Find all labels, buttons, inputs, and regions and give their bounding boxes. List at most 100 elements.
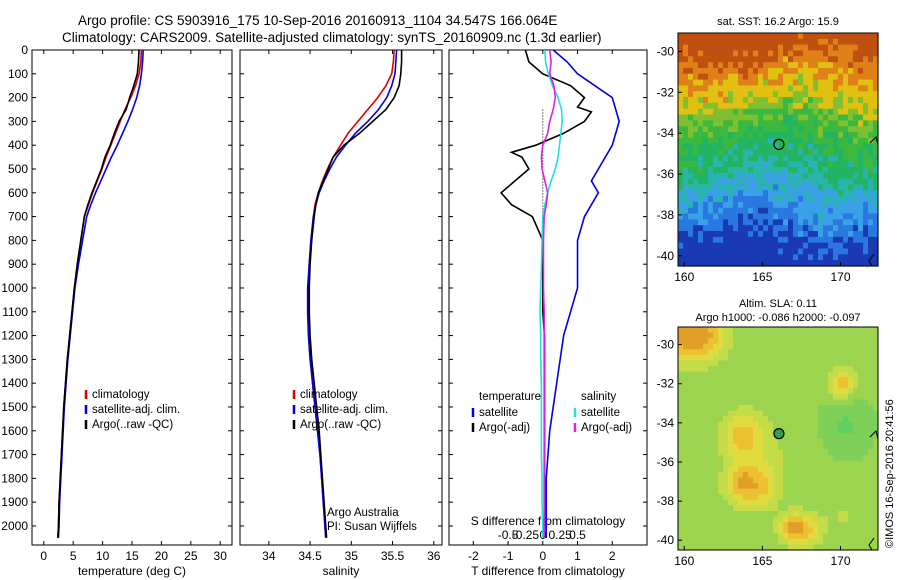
map-cell [763, 108, 769, 116]
map-cell [813, 260, 819, 267]
map-cell [808, 533, 814, 540]
map-cell [708, 50, 714, 57]
map-cell [688, 516, 694, 523]
map-cell [818, 349, 824, 356]
map-cell [753, 377, 759, 384]
x-tick-label: 10 [96, 549, 110, 563]
map-cell [688, 254, 694, 261]
map-cell [788, 499, 794, 506]
map-cell [783, 236, 789, 244]
map-cell [688, 62, 694, 69]
map-cell [803, 349, 809, 356]
map-cell [698, 161, 704, 168]
map-cell [703, 405, 709, 412]
map-cell [693, 388, 699, 395]
map-cell [843, 516, 849, 523]
map-cell [693, 405, 699, 412]
map-cell [683, 477, 689, 484]
map-cell [753, 97, 759, 104]
map-cell [798, 377, 804, 384]
map-cell [778, 360, 784, 367]
map-cell [683, 132, 689, 139]
map-cell [843, 184, 849, 191]
map-cell [833, 85, 839, 92]
map-cell [748, 382, 754, 389]
map-cell [768, 236, 774, 244]
map-cell [733, 527, 739, 534]
map-cell [763, 38, 769, 46]
map-cell [843, 161, 849, 168]
map-cell [808, 488, 814, 495]
map-cell [843, 67, 849, 75]
map-cell [833, 196, 839, 203]
map-cell [868, 510, 874, 518]
map-cell [703, 410, 709, 417]
map-cell [868, 137, 874, 145]
map-cell [793, 432, 799, 440]
map-cell [833, 213, 839, 220]
map-cell [853, 190, 859, 197]
map-cell [693, 213, 699, 220]
map-cell [703, 166, 709, 174]
map-cell [828, 67, 834, 75]
map-cell [853, 494, 859, 501]
map-cell [848, 260, 854, 267]
map-cell [828, 73, 834, 81]
map-cell [708, 327, 714, 334]
map-cell [773, 161, 779, 168]
map-cell [858, 522, 864, 529]
map-cell [813, 427, 819, 434]
map-cell [693, 494, 699, 501]
map-cell [693, 410, 699, 417]
map-cell [743, 97, 749, 104]
map-cell [758, 477, 764, 484]
map-cell [758, 343, 764, 350]
map-cell [798, 438, 804, 445]
map-cell [778, 416, 784, 423]
map-cell [718, 432, 724, 440]
map-cell [683, 155, 689, 162]
map-cell [768, 522, 774, 529]
map-cell [868, 399, 874, 406]
map-cell [763, 44, 769, 52]
map-cell [828, 393, 834, 401]
map-cell [868, 161, 874, 168]
map-cell [758, 67, 764, 75]
map-cell [868, 166, 874, 174]
map-cell [778, 172, 784, 180]
map-cell [748, 190, 754, 197]
map-cell [773, 85, 779, 92]
map-cell [693, 544, 699, 551]
map-cell [808, 516, 814, 523]
map-cell [858, 91, 864, 98]
map-cell [703, 242, 709, 250]
map-cell [853, 338, 859, 345]
map-cell [698, 466, 704, 473]
map-cell [848, 190, 854, 197]
map-cell [873, 449, 879, 456]
map-cell [858, 499, 864, 506]
map-cell [773, 466, 779, 473]
map-cell [713, 421, 719, 428]
x-axis-label: salinity [323, 564, 360, 578]
map-cell [723, 137, 729, 145]
map-cell [848, 382, 854, 389]
map-cell [848, 254, 854, 261]
map-cell [748, 260, 754, 267]
map-cell [713, 143, 719, 151]
map-cell [863, 516, 869, 523]
map-cell [678, 432, 684, 440]
map-cell [693, 184, 699, 191]
map-cell [773, 196, 779, 203]
map-cell [713, 399, 719, 406]
map-cell [693, 488, 699, 495]
map-cell [773, 438, 779, 445]
map-cell [748, 254, 754, 261]
map-cell [868, 505, 874, 512]
map-cell [773, 393, 779, 401]
map-cell [698, 460, 704, 467]
map-cell [873, 132, 879, 139]
map-cell [688, 444, 694, 451]
map-cell [733, 196, 739, 203]
map-cell [683, 393, 689, 401]
